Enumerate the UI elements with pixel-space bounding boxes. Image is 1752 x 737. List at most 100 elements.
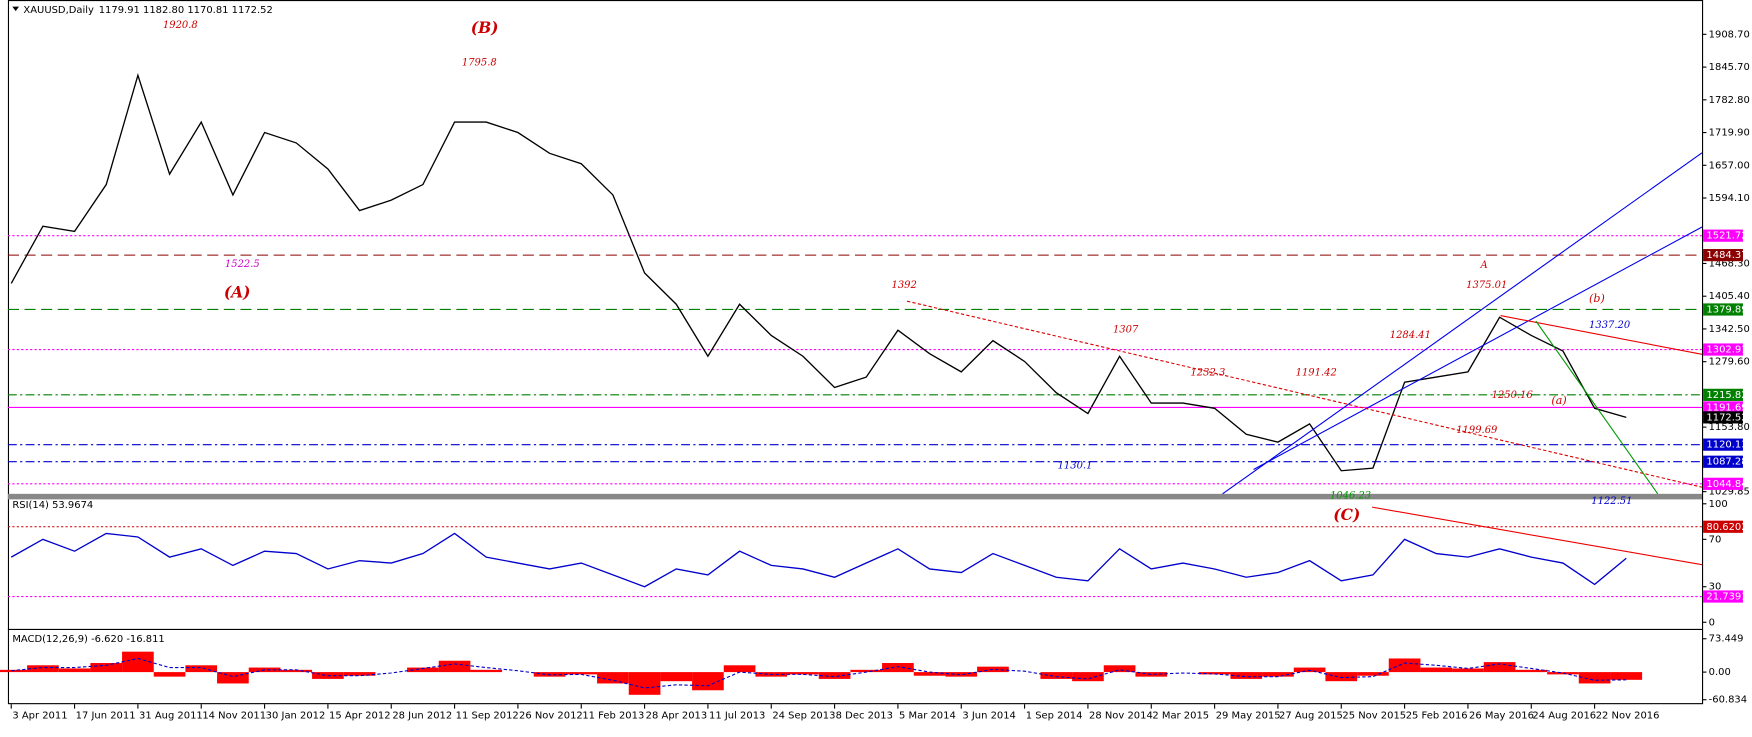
x-tick-label: 30 Jan 2012 bbox=[266, 710, 326, 721]
histogram-bar bbox=[723, 665, 756, 673]
histogram-bar bbox=[1325, 672, 1358, 682]
histogram-bar bbox=[945, 672, 978, 677]
y-tick-label: 1719.90 bbox=[1709, 128, 1750, 139]
level-box bbox=[1703, 590, 1743, 603]
x-tick-label: 26 Nov 2012 bbox=[519, 710, 583, 721]
level-label: 1120.13 bbox=[1706, 440, 1747, 451]
trend-line bbox=[1535, 320, 1659, 495]
level-box bbox=[1703, 343, 1743, 356]
annotation: (B) bbox=[471, 18, 499, 37]
y-tick-label: 1782.80 bbox=[1709, 95, 1750, 106]
level-label: 1379.89 bbox=[1706, 304, 1747, 315]
histogram-bar bbox=[660, 672, 693, 682]
annotation: 1337.20 bbox=[1589, 320, 1631, 331]
histogram-bar bbox=[1420, 667, 1453, 673]
series-line bbox=[10, 72, 1627, 472]
menu-icon[interactable] bbox=[12, 6, 19, 12]
level-box bbox=[1703, 401, 1743, 414]
annotation: 1199.69 bbox=[1456, 425, 1498, 436]
histogram-bar bbox=[90, 663, 123, 673]
histogram-bar bbox=[1135, 672, 1168, 677]
level-box bbox=[1703, 229, 1743, 242]
annotation: 1392 bbox=[892, 280, 917, 291]
histogram-bar bbox=[1483, 662, 1516, 673]
y-tick-label: 1029.85 bbox=[1709, 487, 1750, 498]
x-tick-label: 29 May 2015 bbox=[1216, 710, 1281, 721]
histogram-bar bbox=[1230, 672, 1263, 679]
histogram-bar bbox=[1578, 672, 1611, 684]
histogram-bar bbox=[280, 669, 313, 673]
level-label: 1172.52 bbox=[1706, 412, 1747, 423]
annotation: 1375.01 bbox=[1466, 280, 1507, 291]
x-tick-label: 24 Aug 2016 bbox=[1532, 710, 1596, 721]
y-tick-label: 1845.70 bbox=[1709, 62, 1750, 73]
y-tick-label: 1279.60 bbox=[1709, 357, 1750, 368]
y-tick-label: 0 bbox=[1709, 617, 1715, 628]
histogram-bar bbox=[850, 669, 883, 673]
annotation: (A) bbox=[224, 282, 251, 301]
y-tick-label: 1342.50 bbox=[1709, 324, 1750, 335]
histogram-bar bbox=[153, 672, 186, 677]
x-tick-label: 14 Nov 2011 bbox=[202, 710, 266, 721]
level-box bbox=[1703, 455, 1743, 468]
level-label: 1087.28 bbox=[1706, 457, 1747, 468]
annotation: (C) bbox=[1333, 505, 1360, 524]
y-tick-label: 1594.10 bbox=[1709, 193, 1750, 204]
level-box bbox=[1703, 303, 1743, 316]
level-label: 1215.82 bbox=[1706, 390, 1747, 401]
x-tick-label: 1 Sep 2014 bbox=[1026, 710, 1083, 721]
histogram-bar bbox=[1198, 672, 1231, 675]
annotation: 1232.3 bbox=[1190, 368, 1225, 379]
histogram-bar bbox=[217, 672, 249, 684]
y-tick-label: 1908.70 bbox=[1709, 29, 1750, 40]
x-tick-label: 8 Dec 2013 bbox=[836, 710, 893, 721]
x-tick-label: 24 Sep 2013 bbox=[772, 710, 835, 721]
annotation: 1284.41 bbox=[1390, 330, 1431, 341]
x-tick-label: 11 Sep 2012 bbox=[456, 710, 519, 721]
level-label: 1484.37 bbox=[1706, 250, 1747, 261]
x-tick-label: 5 Mar 2014 bbox=[899, 710, 956, 721]
histogram-bar bbox=[977, 666, 1009, 673]
annotation: 1250.16 bbox=[1492, 390, 1533, 401]
rsi-title: RSI(14) 53.9674 bbox=[12, 500, 93, 511]
frame bbox=[7, 0, 1704, 705]
histogram-bar bbox=[407, 667, 439, 673]
level-label: 1302.91 bbox=[1706, 345, 1747, 356]
y-tick-label: 1468.30 bbox=[1709, 258, 1750, 269]
level-label: 1191.69 bbox=[1706, 402, 1747, 413]
histogram-bar bbox=[185, 665, 218, 673]
trend-line bbox=[1222, 152, 1703, 495]
y-tick-label: 100 bbox=[1709, 499, 1728, 510]
annotation: A bbox=[1480, 260, 1488, 271]
histogram-bar bbox=[565, 672, 598, 675]
background bbox=[7, 0, 1745, 733]
x-tick-label: 31 Aug 2011 bbox=[139, 710, 203, 721]
histogram-bar bbox=[818, 672, 851, 679]
histogram-bar bbox=[882, 663, 914, 673]
histogram-bar bbox=[1072, 672, 1104, 682]
ohlc: 1179.91 1182.80 1170.81 1172.52 bbox=[99, 5, 273, 16]
annotation: (b) bbox=[1589, 292, 1605, 305]
histogram-bar bbox=[438, 660, 471, 673]
x-tick-label: 25 Nov 2015 bbox=[1342, 710, 1406, 721]
chart-title: XAUUSD,Daily bbox=[23, 5, 94, 16]
y-tick-label: 0.00 bbox=[1709, 667, 1731, 678]
histogram-bar bbox=[58, 668, 91, 673]
histogram-bar bbox=[787, 672, 819, 675]
histogram-bar bbox=[1262, 672, 1294, 677]
level-label: 21.7391 bbox=[1706, 592, 1747, 603]
level-label: 80.6202 bbox=[1706, 522, 1747, 533]
histogram-bar bbox=[1515, 669, 1548, 673]
histogram-bar bbox=[27, 665, 59, 673]
trend-line bbox=[1500, 315, 1703, 355]
annotation: 1522.5 bbox=[225, 259, 260, 270]
x-tick-label: 28 Apr 2013 bbox=[646, 710, 708, 721]
level-box bbox=[1703, 477, 1743, 490]
x-tick-label: 3 Apr 2011 bbox=[12, 710, 67, 721]
x-tick-label: 22 Nov 2016 bbox=[1596, 710, 1660, 721]
level-box bbox=[1703, 249, 1743, 262]
annotation: 1130.1 bbox=[1058, 461, 1093, 472]
annotation: 1046.23 bbox=[1330, 491, 1371, 502]
